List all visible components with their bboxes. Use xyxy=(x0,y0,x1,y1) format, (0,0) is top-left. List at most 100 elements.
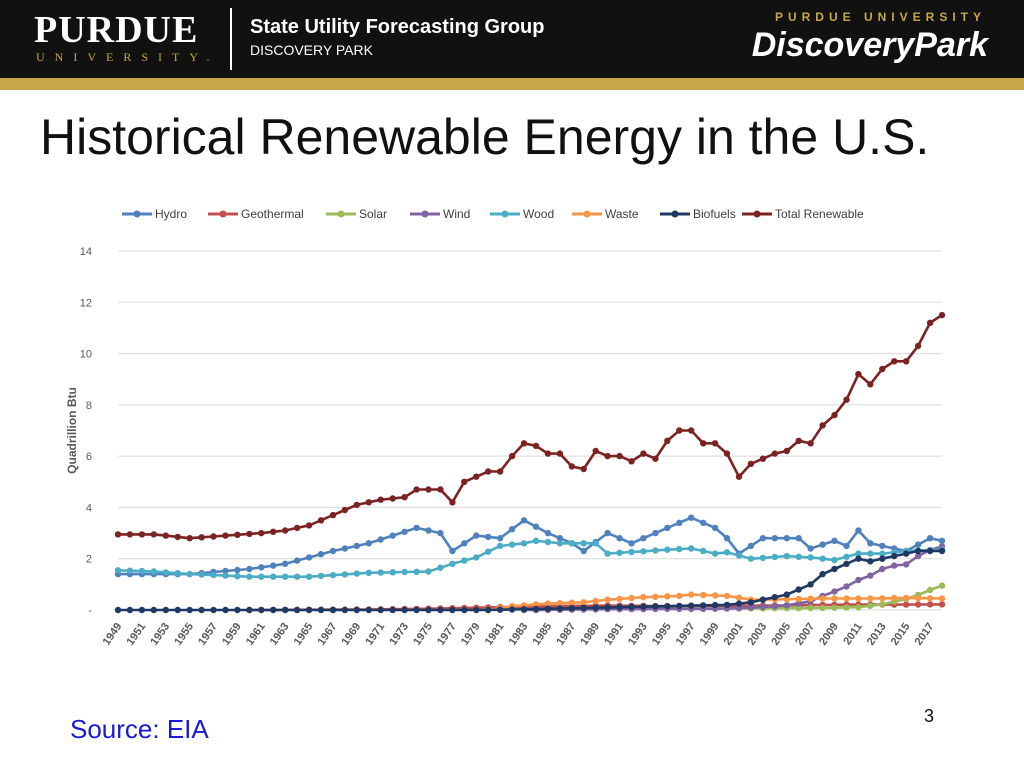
data-point-biofuels xyxy=(377,606,384,614)
x-tick-label: 2009 xyxy=(817,621,841,648)
data-point-wood xyxy=(258,573,265,580)
data-point-waste xyxy=(867,595,874,602)
x-tick-label: 1993 xyxy=(626,621,650,648)
x-tick-label: 2005 xyxy=(769,621,793,648)
data-point-wood xyxy=(329,571,337,579)
data-point-biofuels xyxy=(222,606,229,614)
data-point-hydro xyxy=(532,523,540,530)
data-point-biofuels xyxy=(771,594,778,601)
data-point-biofuels xyxy=(138,606,146,614)
data-point-wood xyxy=(867,550,874,557)
data-point-biofuels xyxy=(747,599,755,606)
data-point-hydro xyxy=(831,537,838,544)
data-point-hydro xyxy=(819,541,826,548)
x-tick-label: 2011 xyxy=(841,621,865,647)
data-point-solar xyxy=(879,601,886,608)
x-tick-label: 2003 xyxy=(745,621,769,648)
data-point-solar xyxy=(938,582,946,589)
header-gold-bar xyxy=(0,78,1024,90)
data-point-total-renewable xyxy=(114,531,122,538)
data-point-biofuels xyxy=(556,605,564,612)
data-point-total-renewable xyxy=(688,427,695,434)
data-point-wood xyxy=(568,540,575,547)
data-point-total-renewable xyxy=(855,370,862,378)
data-point-biofuels xyxy=(891,552,898,560)
data-point-total-renewable xyxy=(747,460,755,467)
data-point-biofuels xyxy=(855,555,862,562)
x-tick-label: 1971 xyxy=(363,621,387,648)
data-point-biofuels xyxy=(914,547,922,555)
y-tick-label: 4 xyxy=(86,502,92,514)
data-point-waste xyxy=(938,595,946,602)
data-point-wood xyxy=(676,545,683,553)
data-point-wood xyxy=(485,548,492,555)
series-line-wood xyxy=(117,539,943,578)
series-line-hydro xyxy=(118,516,943,576)
data-point-waste xyxy=(640,594,647,601)
data-point-biofuels xyxy=(640,603,647,610)
data-point-hydro xyxy=(401,528,408,535)
slide-title: Historical Renewable Energy in the U.S. xyxy=(40,109,930,165)
data-point-wood xyxy=(186,570,193,578)
data-point-waste xyxy=(711,592,719,599)
data-point-total-renewable xyxy=(795,437,802,444)
x-tick-label: 1959 xyxy=(220,621,244,648)
data-point-total-renewable xyxy=(711,440,719,447)
data-point-total-renewable xyxy=(389,495,396,502)
data-point-solar xyxy=(855,604,862,611)
data-point-wood xyxy=(293,573,301,580)
data-point-biofuels xyxy=(926,547,934,555)
data-point-hydro xyxy=(855,527,862,534)
data-point-biofuels xyxy=(401,606,408,614)
data-point-wood xyxy=(473,554,480,561)
data-point-wood xyxy=(604,550,611,557)
data-point-biofuels xyxy=(341,606,349,614)
data-point-wood xyxy=(198,571,205,578)
data-point-wood xyxy=(855,550,862,557)
x-tick-label: 1979 xyxy=(459,621,483,648)
data-point-total-renewable xyxy=(843,396,850,403)
data-point-wood xyxy=(783,552,790,560)
data-point-hydro xyxy=(473,532,480,539)
data-point-wood xyxy=(449,560,456,567)
data-point-wind xyxy=(759,603,767,611)
x-tick-label: 1973 xyxy=(387,621,411,648)
data-point-total-renewable xyxy=(401,494,408,501)
data-point-total-renewable xyxy=(341,506,349,514)
data-point-biofuels xyxy=(496,606,504,613)
data-point-hydro xyxy=(795,535,802,542)
data-point-biofuels xyxy=(938,547,946,555)
data-point-hydro xyxy=(688,514,695,521)
data-point-total-renewable xyxy=(305,522,313,529)
discovery-park-university-label: PURDUE UNIVERSITY xyxy=(774,10,986,24)
data-point-wood xyxy=(401,568,408,576)
data-point-biofuels xyxy=(819,570,826,578)
data-point-hydro xyxy=(640,535,647,542)
data-point-biofuels xyxy=(282,606,289,614)
legend-marker-hydro xyxy=(133,210,141,218)
data-point-wood xyxy=(162,569,169,576)
data-point-solar xyxy=(831,604,838,611)
data-point-biofuels xyxy=(317,606,325,614)
x-tick-label: 2015 xyxy=(889,621,913,648)
data-point-waste xyxy=(664,593,671,600)
data-point-biofuels xyxy=(186,606,193,614)
data-point-biofuels xyxy=(711,601,719,609)
data-point-wood xyxy=(843,553,850,560)
data-point-wood xyxy=(879,550,886,557)
data-point-hydro xyxy=(389,532,396,539)
legend-marker-waste xyxy=(583,210,591,218)
data-point-biofuels xyxy=(592,604,599,611)
data-point-wood xyxy=(532,537,540,544)
data-point-hydro xyxy=(938,537,946,544)
data-point-hydro xyxy=(723,535,731,542)
data-point-wood xyxy=(138,567,146,575)
data-point-hydro xyxy=(807,545,814,552)
purdue-logo-word: PURDUE xyxy=(34,9,199,51)
data-point-biofuels xyxy=(831,565,838,573)
data-point-biofuels xyxy=(389,606,396,614)
x-tick-label: 1965 xyxy=(292,621,316,648)
data-point-biofuels xyxy=(520,606,528,613)
data-point-hydro xyxy=(437,529,444,537)
data-point-wood xyxy=(640,548,647,555)
